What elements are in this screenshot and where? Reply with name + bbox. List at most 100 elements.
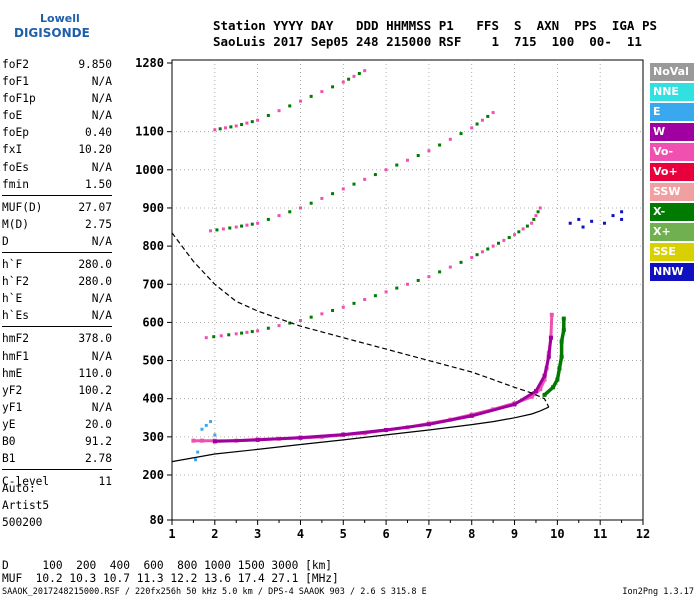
echo-point (266, 113, 270, 117)
echo-point (288, 210, 292, 214)
echo-point (620, 210, 624, 214)
echo-point (341, 80, 345, 84)
param-value: N/A (91, 349, 112, 363)
echo-point (416, 278, 420, 282)
echo-point (480, 250, 484, 254)
param-row: yF2 100.2 (2, 382, 112, 399)
x-tick-label: 11 (593, 527, 607, 541)
y-tick-label: 800 (142, 239, 164, 253)
echo-point (448, 137, 452, 141)
echo-point (427, 275, 431, 279)
echo-point (507, 236, 511, 240)
echo-point (491, 244, 495, 248)
param-value: 0.40 (85, 126, 112, 140)
header-line-1: Station YYYY DAY DDD HHMMSS P1 FFS S AXN… (213, 18, 658, 33)
echo-point (427, 149, 431, 153)
y-tick-label: 500 (142, 354, 164, 368)
auto-version: 500200 (2, 516, 43, 529)
echo-point (234, 332, 238, 336)
y-tick-label: 1100 (135, 125, 164, 139)
param-row: yF1 N/A (2, 399, 112, 416)
echo-point (534, 214, 538, 218)
param-name: h`E (2, 292, 23, 306)
echo-point (459, 132, 463, 136)
echo-point (213, 128, 217, 132)
echo-point (191, 438, 196, 443)
param-name: yF2 (2, 383, 23, 397)
param-value: 91.2 (85, 434, 112, 448)
echo-point (234, 225, 238, 229)
y-tick-label: 1280 (135, 56, 164, 70)
echo-point (438, 270, 442, 274)
echo-point (212, 335, 216, 339)
x-tick-label: 12 (636, 527, 650, 541)
echo-point (611, 214, 615, 218)
echo-point (204, 336, 208, 340)
ionogram-parameters: foF2 9.850 foF1 N/A foF1p N/A foE N/A foEp 0.40 fx… (2, 56, 112, 490)
y-tick-label: 400 (142, 392, 164, 406)
param-value: N/A (91, 92, 112, 106)
echo-point (532, 217, 536, 221)
param-value: 100.2 (78, 383, 112, 397)
param-row: h`F 280.0 (2, 256, 112, 273)
param-name: hmF1 (2, 349, 29, 363)
param-row: fmin 1.50 (2, 176, 112, 193)
echo-point (256, 118, 260, 122)
echo-point (218, 127, 222, 131)
echo-point (298, 206, 302, 210)
echo-trace (214, 337, 553, 443)
param-row: foEp 0.40 (2, 124, 112, 141)
echo-point (480, 118, 484, 122)
param-value: N/A (91, 292, 112, 306)
echo-point (331, 308, 335, 312)
param-value: N/A (91, 400, 112, 414)
param-value: 2.75 (85, 217, 112, 231)
echo-point (320, 90, 324, 94)
legend-entry: NoVal (650, 63, 694, 81)
x-tick-label: 3 (254, 527, 261, 541)
legend-entry: X- (650, 203, 694, 221)
y-tick-label: 900 (142, 201, 164, 215)
echo-point (551, 385, 556, 390)
param-row: hmF2 378.0 (2, 330, 112, 347)
echo-point (448, 265, 452, 269)
param-row: B1 2.78 (2, 450, 112, 467)
param-row: foF1p N/A (2, 90, 112, 107)
echo-point (266, 217, 270, 221)
echo-point (331, 85, 335, 89)
param-value: 9.850 (78, 58, 112, 71)
echo-point (352, 74, 356, 78)
param-name: hmE (2, 366, 23, 380)
param-value: N/A (91, 109, 112, 123)
echo-point (602, 221, 606, 225)
param-value: N/A (91, 309, 112, 323)
echo-point (406, 158, 409, 162)
muf-curve (171, 232, 550, 408)
legend-entry: SSW (650, 183, 694, 201)
echo-point (395, 163, 399, 167)
echo-point (486, 247, 490, 251)
echo-point (459, 260, 463, 264)
echo-point (288, 104, 292, 108)
echo-point (470, 256, 474, 260)
echo-point (255, 437, 260, 442)
echo-point (426, 422, 431, 427)
echo-point (549, 312, 554, 317)
echo-point (363, 177, 367, 181)
y-tick-label: 700 (142, 277, 164, 291)
param-row: yE 20.0 (2, 416, 112, 433)
echo-point (363, 69, 367, 73)
echo-point (199, 438, 204, 443)
echo-point (341, 305, 345, 309)
param-name: foEs (2, 160, 29, 174)
logo-lowell-text: Lowell (40, 12, 80, 25)
echo-point (530, 221, 534, 225)
echo-point (221, 227, 225, 231)
param-separator (2, 194, 112, 196)
param-name: C-level (2, 475, 50, 489)
param-name: fxI (2, 143, 23, 157)
param-value: 27.07 (78, 200, 112, 214)
echo-point (357, 71, 361, 75)
echo-point (568, 221, 572, 225)
echo-point (320, 312, 324, 316)
